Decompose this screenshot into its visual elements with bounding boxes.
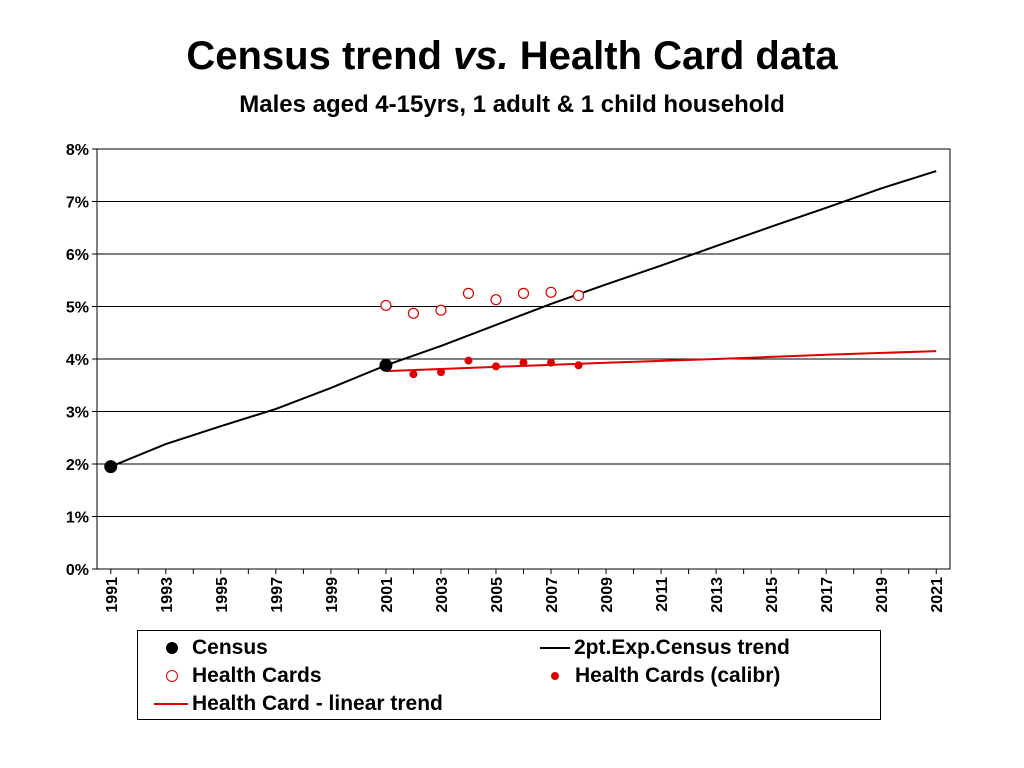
x-tick-label: 2015 (764, 577, 781, 613)
x-tick-label: 2001 (379, 577, 396, 613)
point-health-cards-calibr (409, 370, 418, 379)
y-tick-label: 6% (66, 247, 89, 264)
chart-svg: 0% 1% 2% 3% 4% 5% 6% 7% 8% 1991 1993 1995 1997 1999 20… (66, 142, 951, 613)
point-census (379, 358, 393, 372)
x-tick-label: 1997 (269, 577, 286, 613)
point-health-cards (435, 304, 447, 316)
y-tick-label: 1% (66, 510, 89, 527)
red-dot-icon (535, 662, 575, 690)
legend-item-health-linear: Health Card - linear trend (152, 690, 443, 718)
legend: Census 2pt.Exp.Census trend Health Cards… (137, 630, 881, 720)
point-health-cards (572, 289, 585, 302)
series-layer (104, 170, 937, 474)
legend-label-census: Census (192, 636, 268, 659)
y-tick-label: 7% (66, 195, 89, 212)
point-health-cards-calibr (436, 368, 445, 377)
x-tick-label: 2011 (654, 577, 671, 612)
chart-title-part-b: Health Card data (508, 34, 838, 78)
red-line-icon (152, 690, 192, 718)
x-tick-label: 1995 (214, 577, 231, 613)
point-health-cards (407, 307, 420, 319)
x-tick-label: 2019 (874, 577, 891, 613)
point-health-cards (545, 286, 557, 298)
point-health-cards (380, 299, 392, 312)
gridlines (97, 148, 950, 570)
y-tick-label: 8% (66, 142, 89, 159)
point-health-cards-calibr (464, 356, 473, 365)
x-tick-label: 1991 (104, 577, 121, 613)
point-health-cards (490, 294, 502, 306)
y-tick-label: 4% (66, 352, 89, 369)
point-health-cards (517, 287, 530, 299)
point-health-cards (462, 287, 475, 299)
y-tick-label: 5% (66, 300, 89, 317)
black-line-icon (538, 634, 578, 662)
chart-title-vs: vs. (453, 34, 509, 78)
x-tick-label: 2005 (489, 577, 506, 613)
y-tick-label: 0% (66, 562, 89, 579)
legend-label-census-trend: 2pt.Exp.Census trend (574, 636, 790, 659)
series-line-2pt-exp-census-trend (110, 170, 937, 468)
y-tick-label: 3% (66, 405, 89, 422)
point-health-cards-calibr (547, 358, 556, 367)
hollow-circle-icon (152, 662, 192, 690)
x-tick-label: 2017 (819, 577, 836, 613)
legend-item-health-cards-calibr: Health Cards (calibr) (535, 662, 780, 690)
point-health-cards-calibr (519, 358, 528, 367)
point-health-cards-calibr (491, 362, 500, 371)
x-tick-label: 1993 (159, 577, 176, 613)
x-tick-label: 2021 (929, 577, 946, 613)
x-tick-label: 2007 (544, 577, 561, 613)
x-tick-label: 2013 (709, 577, 726, 613)
x-tick-label: 2003 (434, 577, 451, 613)
series-line-health-card-linear-trend (385, 350, 937, 373)
legend-item-census: Census (152, 634, 268, 662)
legend-item-census-trend: 2pt.Exp.Census trend (538, 634, 790, 662)
chart-title-part-a: Census trend (186, 34, 454, 78)
legend-label-health-linear: Health Card - linear trend (192, 692, 443, 715)
chart-subtitle: Males aged 4-15yrs, 1 adult & 1 child ho… (239, 91, 785, 118)
chart-title: Census trend vs. Health Card data (0, 32, 1024, 80)
legend-item-health-cards: Health Cards (152, 662, 322, 690)
point-census (104, 460, 118, 474)
point-health-cards-calibr (574, 361, 583, 370)
legend-label-health-cards-calibr: Health Cards (calibr) (575, 664, 781, 687)
axes: 0% 1% 2% 3% 4% 5% 6% 7% 8% 1991 1993 1995 1997 1999 20… (66, 142, 946, 613)
y-tick-label: 2% (66, 457, 89, 474)
census-marker-icon (152, 634, 192, 662)
x-tick-label: 1999 (324, 577, 341, 613)
x-tick-label: 2009 (599, 577, 616, 613)
legend-label-health-cards: Health Cards (192, 664, 322, 687)
